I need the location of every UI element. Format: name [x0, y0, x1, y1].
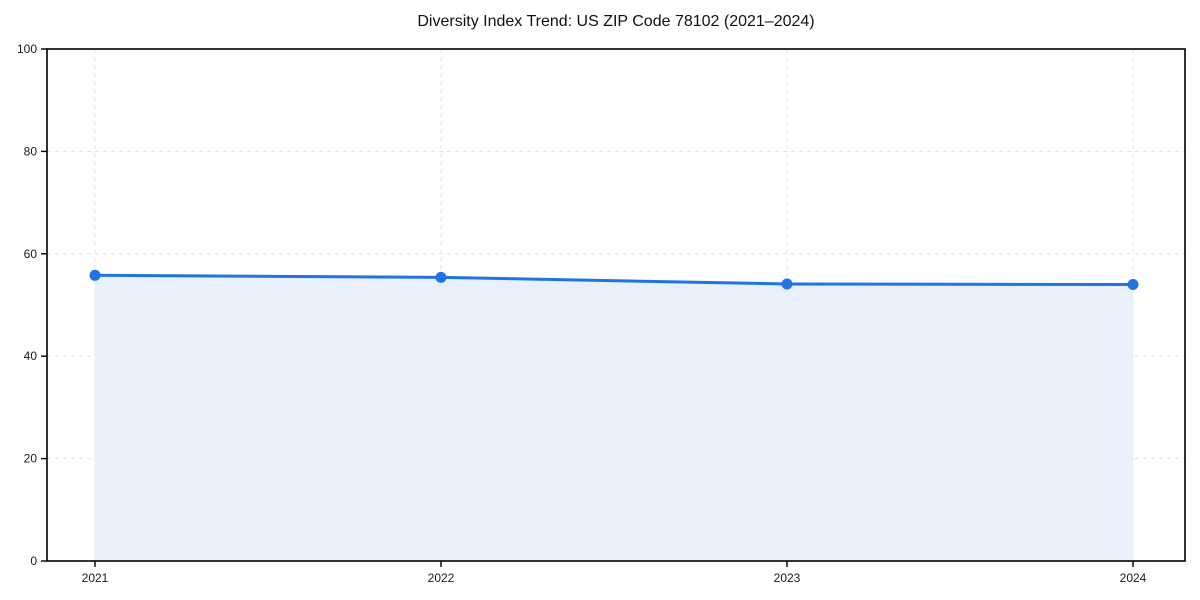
x-tick-label: 2024	[1120, 571, 1147, 585]
data-point-2023	[781, 278, 793, 290]
y-tick-label: 80	[24, 144, 38, 158]
y-tick-label: 20	[24, 452, 38, 466]
y-tick-label: 60	[24, 247, 38, 261]
area-fill	[95, 275, 1133, 561]
x-tick-label: 2022	[428, 571, 455, 585]
y-tick-label: 40	[24, 349, 38, 363]
axis-frame	[46, 48, 1186, 562]
y-tick-label: 0	[30, 554, 37, 568]
x-tick-label: 2021	[82, 571, 109, 585]
y-tick-label: 100	[17, 42, 37, 56]
chart-title: Diversity Index Trend: US ZIP Code 78102…	[417, 13, 815, 30]
data-point-2024	[1127, 279, 1139, 291]
data-point-2022	[435, 271, 447, 283]
trend-line	[93, 273, 1135, 287]
x-tick-label: 2023	[774, 571, 801, 585]
data-point-2021	[89, 269, 101, 281]
